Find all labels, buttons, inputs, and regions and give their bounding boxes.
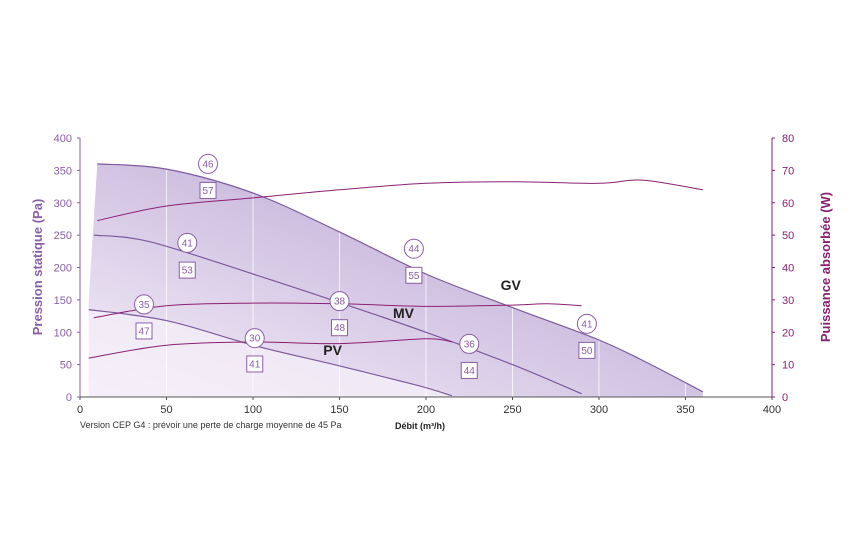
tick-label-bottom: 50 <box>160 404 172 416</box>
circle-annotation: 30 <box>244 328 265 349</box>
annotation-circle <box>329 291 350 312</box>
annotation-label: 53 <box>182 266 194 277</box>
tick-label-bottom: 0 <box>77 404 83 416</box>
tick-label-right: 60 <box>782 198 794 210</box>
annotation-circle <box>244 328 265 349</box>
tick-label-bottom: 100 <box>244 404 262 416</box>
tick-label-right: 0 <box>782 392 788 404</box>
annotation-label: 30 <box>249 334 261 345</box>
square-annotation: 50 <box>578 341 596 359</box>
circle-annotation: 46 <box>198 153 219 174</box>
circle-annotation: 44 <box>403 238 424 259</box>
annotation-label: 41 <box>581 319 593 330</box>
square-annotation: 53 <box>178 261 196 279</box>
annotation-label: 57 <box>202 186 214 197</box>
annotation-square <box>460 361 478 379</box>
tick-label-left: 0 <box>66 392 72 404</box>
tick-label-right: 10 <box>782 360 794 372</box>
tick-label-left: 250 <box>54 230 72 242</box>
annotation-square <box>178 261 196 279</box>
tick-label-bottom: 250 <box>503 404 521 416</box>
tick-label-bottom: 300 <box>590 404 608 416</box>
square-annotation: 47 <box>135 322 153 340</box>
annotation-label: 44 <box>408 244 420 255</box>
series-label-mv: MV <box>393 305 415 321</box>
tick-label-right: 40 <box>782 263 794 275</box>
square-annotation: 57 <box>199 181 217 199</box>
circle-annotation: 41 <box>576 313 597 334</box>
chart-note: Version CEP G4 : prévoir une perte de ch… <box>80 420 342 430</box>
square-annotation: 48 <box>331 319 348 337</box>
annotation-circle <box>459 333 480 354</box>
annotation-square <box>135 322 153 340</box>
annotation-label: 47 <box>138 326 150 337</box>
tick-label-right: 30 <box>782 295 794 307</box>
y-axis-right-label: Puissance absorbée (W) <box>818 192 833 342</box>
operating-point-annotations: 46 57 44 55 41 50 41 53 38 48 36 44 35 47 30 41 GV MV PV <box>134 153 597 379</box>
power-curve-gv <box>97 179 703 222</box>
tick-label-left: 150 <box>54 295 72 307</box>
tick-label-left: 200 <box>54 263 72 275</box>
annotation-label: 41 <box>182 238 194 249</box>
area-fill-gv <box>88 163 703 397</box>
annotation-circle <box>403 238 424 259</box>
annotation-label: 41 <box>249 359 261 370</box>
annotation-label: 50 <box>581 346 593 357</box>
annotation-square <box>578 341 596 359</box>
circle-annotation: 38 <box>329 291 350 312</box>
circle-annotation: 41 <box>177 232 198 253</box>
tick-label-bottom: 350 <box>676 404 694 416</box>
annotation-circle <box>134 294 155 315</box>
power-curve-mv <box>93 302 582 319</box>
annotation-label: 44 <box>464 366 476 377</box>
tick-label-bottom: 400 <box>763 404 781 416</box>
annotation-square <box>246 355 264 373</box>
tick-label-right: 70 <box>782 165 794 177</box>
power-curve-pv <box>88 338 452 359</box>
annotation-circle <box>198 153 219 174</box>
annotation-label: 35 <box>138 300 150 311</box>
y-axis-left-label: Pression statique (Pa) <box>30 199 45 336</box>
annotation-label: 36 <box>464 339 476 350</box>
tick-label-left: 350 <box>54 165 72 177</box>
circle-annotation: 36 <box>459 333 480 354</box>
annotation-square <box>331 319 348 337</box>
annotation-circle <box>576 313 597 334</box>
annotation-label: 48 <box>334 323 346 334</box>
circle-annotation: 35 <box>134 294 155 315</box>
tick-label-bottom: 200 <box>417 404 435 416</box>
pressure-curve-pv <box>88 309 453 397</box>
area-fill-pv <box>88 309 452 397</box>
tick-label-right: 50 <box>782 230 794 242</box>
square-annotation: 44 <box>460 361 478 379</box>
tick-label-left: 100 <box>54 327 72 339</box>
annotation-square <box>199 181 217 199</box>
tick-label-right: 80 <box>782 133 794 145</box>
grid-lines <box>166 138 686 397</box>
annotation-square <box>405 266 423 284</box>
x-axis-label: Débit (m³/h) <box>395 421 445 431</box>
square-annotation: 55 <box>405 266 423 284</box>
square-annotation: 41 <box>246 355 264 373</box>
annotation-label: 38 <box>334 297 346 308</box>
tick-label-right: 20 <box>782 327 794 339</box>
series-label-pv: PV <box>323 342 342 358</box>
annotation-label: 55 <box>408 271 420 282</box>
annotation-circle <box>177 232 198 253</box>
axes: 0501001502002503003504000102030405060708… <box>54 133 795 416</box>
tick-label-left: 400 <box>54 133 72 145</box>
annotation-label: 46 <box>202 159 214 170</box>
tick-label-left: 300 <box>54 198 72 210</box>
tick-label-left: 50 <box>60 360 72 372</box>
tick-label-bottom: 150 <box>330 404 348 416</box>
series-label-gv: GV <box>501 277 522 293</box>
